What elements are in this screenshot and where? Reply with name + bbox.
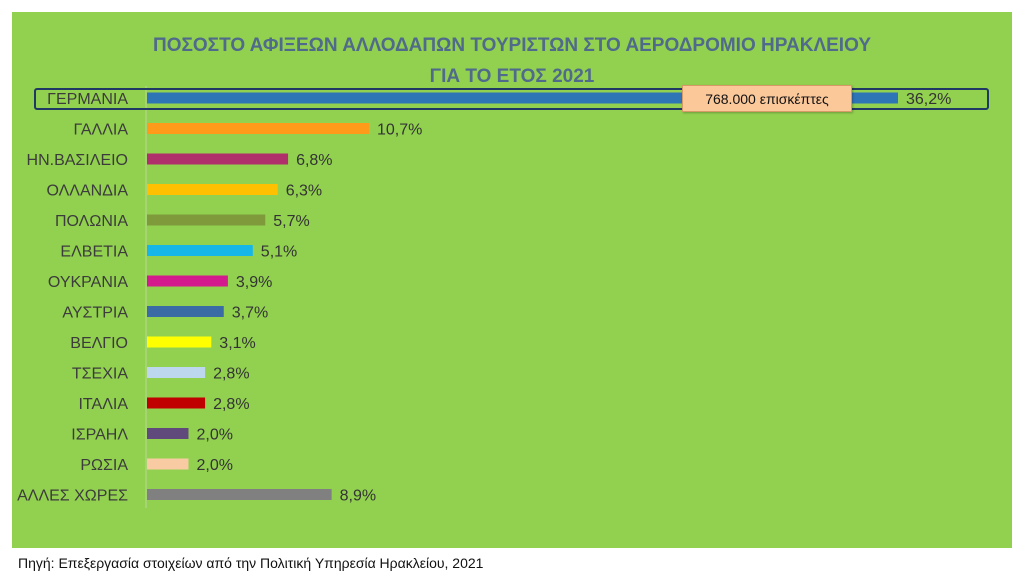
bar: [147, 92, 898, 104]
value-label: 8,9%: [340, 488, 376, 505]
value-label: 36,2%: [906, 91, 951, 108]
bar: [147, 153, 289, 165]
bar: [147, 275, 228, 287]
bar: [147, 458, 189, 470]
value-label: 10,7%: [377, 122, 422, 139]
value-label: 6,3%: [286, 183, 322, 200]
value-label: 2,0%: [196, 457, 232, 474]
value-label: 2,8%: [213, 396, 249, 413]
chart-title-line2: ΓΙΑ ΤΟ ΕΤΟΣ 2021: [430, 66, 595, 87]
value-label: 6,8%: [296, 152, 332, 169]
category-label: ΓΑΛΛΙΑ: [73, 122, 128, 139]
category-label: ΒΕΛΓΙΟ: [70, 335, 128, 352]
bar: [147, 306, 224, 317]
category-label: ΙΤΑΛΙΑ: [78, 396, 128, 413]
visitors-callout: 768.000 επισκέπτες: [682, 85, 852, 112]
bar: [147, 397, 206, 409]
category-label: ΑΛΛΕΣ ΧΩΡΕΣ: [17, 488, 128, 505]
bar: [147, 367, 206, 378]
bar: [147, 184, 278, 195]
value-label: 2,8%: [213, 366, 249, 383]
category-label: ΙΣΡΑΗΛ: [71, 427, 128, 444]
bar: [147, 428, 189, 439]
bar: [147, 245, 253, 256]
category-label: ΑΥΣΤΡΙΑ: [62, 305, 128, 322]
chart-title-line1: ΠΟΣΟΣΤΟ ΑΦΙΞΕΩΝ ΑΛΛΟΔΑΠΩΝ ΤΟΥΡΙΣΤΩΝ ΣΤΟ …: [153, 35, 871, 56]
value-label: 3,1%: [219, 335, 255, 352]
category-label: ΓΕΡΜΑΝΙΑ: [47, 91, 128, 108]
category-label: ΗΝ.ΒΑΣΙΛΕΙΟ: [27, 152, 128, 169]
category-label: ΟΥΚΡΑΝΙΑ: [48, 274, 128, 291]
category-label: ΕΛΒΕΤΙΑ: [60, 244, 128, 261]
value-label: 5,1%: [261, 244, 297, 261]
bar: [147, 214, 266, 226]
value-label: 3,9%: [236, 274, 272, 291]
bar: [147, 489, 332, 500]
value-label: 2,0%: [196, 427, 232, 444]
category-label: ΟΛΛΑΝΔΙΑ: [46, 183, 128, 200]
bar: [147, 336, 212, 348]
highlight-box: [34, 88, 989, 110]
value-label: 3,7%: [232, 305, 268, 322]
category-label: ΤΣΕΧΙΑ: [72, 366, 128, 383]
bars-group: ΓΕΡΜΑΝΙΑ 36,2% ΓΑΛΛΙΑ 10,7% ΗΝ.ΒΑΣΙΛΕΙΟ 6,8% Ο…: [17, 91, 951, 505]
bar: [147, 123, 369, 134]
category-label: ΡΩΣΙΑ: [80, 457, 128, 474]
source-note: Πηγή: Επεξεργασία στοιχείων από την Πολι…: [18, 555, 484, 571]
value-label: 5,7%: [273, 213, 309, 230]
category-label: ΠΟΛΩΝΙΑ: [55, 213, 128, 230]
